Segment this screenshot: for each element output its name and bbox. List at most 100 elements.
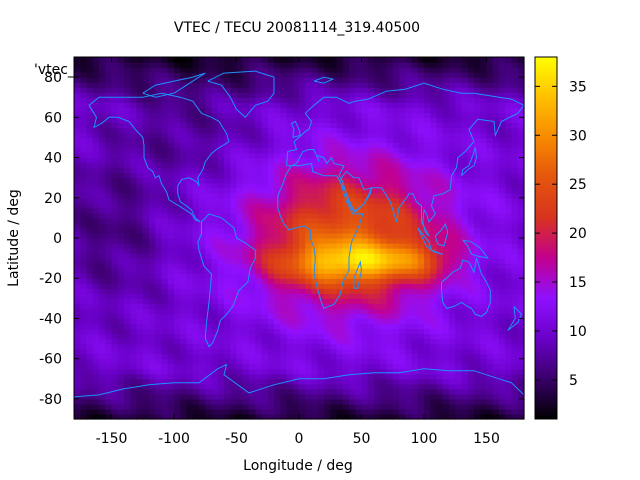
- heatmap-cell: [449, 258, 456, 264]
- heatmap-cell: [280, 403, 288, 410]
- heatmap-cell: [286, 368, 294, 375]
- heatmap-cell: [330, 227, 338, 234]
- heatmap-cell: [192, 142, 200, 149]
- heatmap-cell: [105, 243, 113, 249]
- heatmap-cell: [374, 142, 381, 149]
- heatmap-cell: [149, 298, 156, 304]
- heatmap-cell: [286, 243, 294, 249]
- heatmap-cell: [80, 202, 88, 209]
- heatmap-cell: [480, 343, 488, 350]
- heatmap-cell: [480, 388, 488, 395]
- heatmap-cell: [205, 182, 213, 189]
- heatmap-cell: [430, 303, 438, 309]
- heatmap-cell: [324, 62, 331, 68]
- heatmap-cell: [261, 142, 269, 149]
- heatmap-cell: [236, 373, 244, 380]
- heatmap-cell: [280, 238, 288, 244]
- heatmap-cell: [205, 243, 213, 249]
- heatmap-cell: [205, 283, 213, 289]
- heatmap-cell: [192, 413, 200, 420]
- heatmap-cell: [274, 313, 281, 320]
- heatmap-cell: [230, 318, 238, 325]
- heatmap-cell: [80, 187, 88, 194]
- heatmap-cell: [105, 167, 113, 174]
- heatmap-cell: [361, 167, 369, 174]
- heatmap-cell: [480, 308, 488, 315]
- heatmap-cell: [286, 313, 294, 320]
- heatmap-cell: [155, 77, 163, 83]
- heatmap-cell: [286, 207, 294, 214]
- heatmap-cell: [211, 207, 219, 214]
- heatmap-cell: [86, 308, 94, 315]
- heatmap-cell: [392, 268, 400, 274]
- heatmap-cell: [99, 363, 106, 370]
- heatmap-cell: [411, 62, 419, 68]
- heatmap-cell: [130, 172, 138, 179]
- heatmap-cell: [374, 268, 381, 274]
- heatmap-cell: [261, 323, 269, 330]
- heatmap-cell: [386, 117, 394, 123]
- heatmap-cell: [117, 177, 125, 184]
- heatmap-cell: [155, 283, 163, 289]
- heatmap-cell: [449, 97, 456, 103]
- heatmap-cell: [199, 152, 206, 159]
- heatmap-cell: [211, 162, 219, 169]
- heatmap-cell: [330, 62, 338, 68]
- heatmap-cell: [74, 313, 81, 320]
- heatmap-cell: [92, 222, 100, 229]
- heatmap-cell: [461, 253, 469, 259]
- heatmap-cell: [74, 303, 81, 309]
- heatmap-cell: [505, 293, 513, 299]
- heatmap-cell: [324, 328, 331, 335]
- heatmap-cell: [367, 167, 375, 174]
- heatmap-cell: [480, 333, 488, 340]
- heatmap-cell: [486, 112, 494, 118]
- heatmap-cell: [299, 253, 306, 259]
- heatmap-cell: [474, 398, 481, 405]
- heatmap-cell: [136, 403, 144, 410]
- heatmap-cell: [111, 413, 119, 420]
- heatmap-cell: [455, 383, 463, 390]
- heatmap-cell: [286, 333, 294, 340]
- heatmap-cell: [255, 358, 263, 365]
- heatmap-cell: [255, 77, 263, 83]
- heatmap-cell: [374, 102, 381, 108]
- heatmap-cell: [180, 318, 188, 325]
- heatmap-cell: [217, 132, 225, 139]
- heatmap-cell: [311, 167, 319, 174]
- heatmap-cell: [311, 298, 319, 304]
- heatmap-cell: [167, 338, 175, 345]
- heatmap-cell: [274, 258, 281, 264]
- heatmap-cell: [255, 107, 263, 113]
- heatmap-cell: [336, 122, 344, 128]
- heatmap-cell: [255, 263, 263, 269]
- heatmap-cell: [424, 363, 431, 370]
- heatmap-cell: [299, 197, 306, 204]
- heatmap-cell: [217, 398, 225, 405]
- heatmap-cell: [149, 232, 156, 239]
- heatmap-cell: [211, 122, 219, 128]
- heatmap-cell: [186, 323, 194, 330]
- heatmap-cell: [161, 358, 169, 365]
- heatmap-cell: [361, 92, 369, 98]
- heatmap-cell: [242, 182, 250, 189]
- heatmap-cell: [255, 112, 263, 118]
- heatmap-cell: [224, 338, 231, 345]
- heatmap-cell: [236, 57, 244, 63]
- heatmap-cell: [274, 62, 281, 68]
- heatmap-cell: [236, 117, 244, 123]
- heatmap-cell: [117, 192, 125, 199]
- heatmap-cell: [136, 408, 144, 415]
- heatmap-cell: [136, 243, 144, 249]
- heatmap-cell: [461, 413, 469, 420]
- heatmap-cell: [480, 263, 488, 269]
- heatmap-cell: [149, 353, 156, 360]
- heatmap-cell: [442, 238, 450, 244]
- heatmap-cell: [130, 92, 138, 98]
- heatmap-cell: [292, 117, 300, 123]
- heatmap-cell: [480, 112, 488, 118]
- heatmap-cell: [311, 373, 319, 380]
- heatmap-cell: [392, 177, 400, 184]
- heatmap-cell: [274, 353, 281, 360]
- heatmap-cell: [474, 202, 481, 209]
